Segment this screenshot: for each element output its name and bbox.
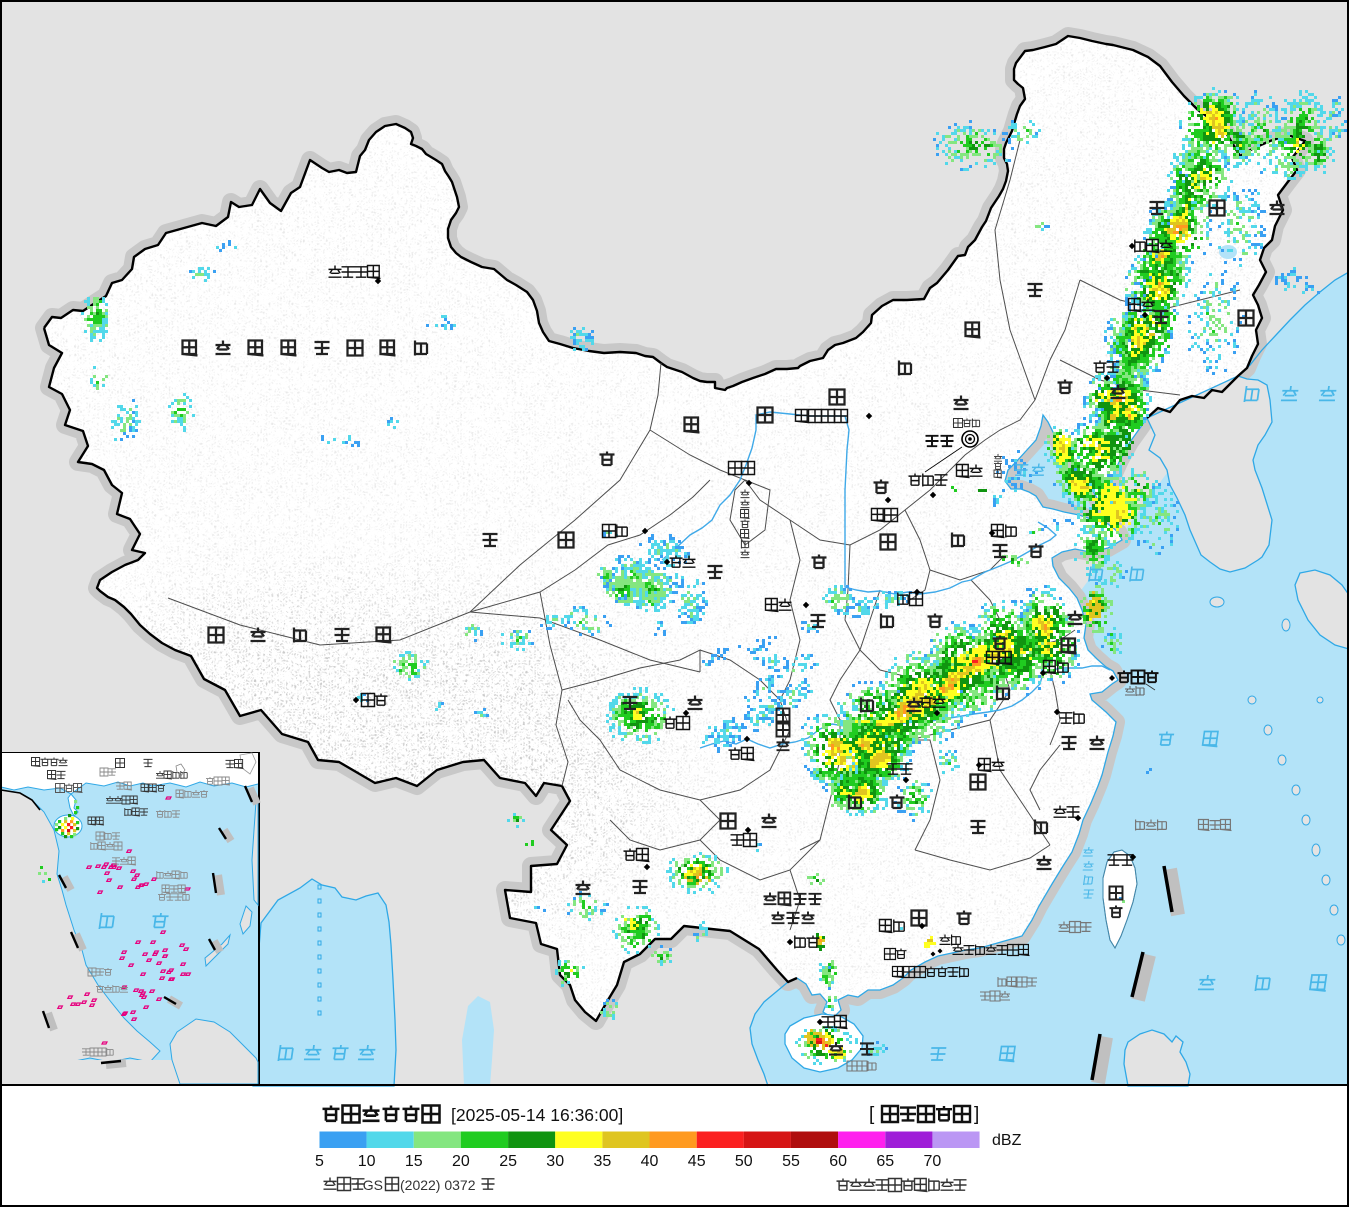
svg-text:70: 70 <box>924 1153 942 1170</box>
svg-text:[: [ <box>869 1104 875 1125</box>
svg-text:55: 55 <box>782 1153 800 1170</box>
svg-text:20: 20 <box>452 1153 470 1170</box>
svg-text:15: 15 <box>405 1153 423 1170</box>
svg-text:35: 35 <box>594 1153 612 1170</box>
svg-text:[2025-05-14 16:36:00]: [2025-05-14 16:36:00] <box>451 1105 623 1125</box>
svg-text:60: 60 <box>829 1153 847 1170</box>
svg-text:dBZ: dBZ <box>992 1132 1022 1149</box>
svg-text:10: 10 <box>358 1153 376 1170</box>
svg-text:: GS: : GS <box>355 1177 383 1193</box>
svg-text:45: 45 <box>688 1153 706 1170</box>
svg-text:]: ] <box>974 1104 979 1125</box>
svg-text:25: 25 <box>499 1153 517 1170</box>
svg-text:65: 65 <box>876 1153 894 1170</box>
svg-text:50: 50 <box>735 1153 753 1170</box>
svg-text:30: 30 <box>546 1153 564 1170</box>
svg-text:(2022) 0372: (2022) 0372 <box>400 1177 476 1193</box>
svg-text:40: 40 <box>641 1153 659 1170</box>
svg-text:5: 5 <box>315 1153 324 1170</box>
